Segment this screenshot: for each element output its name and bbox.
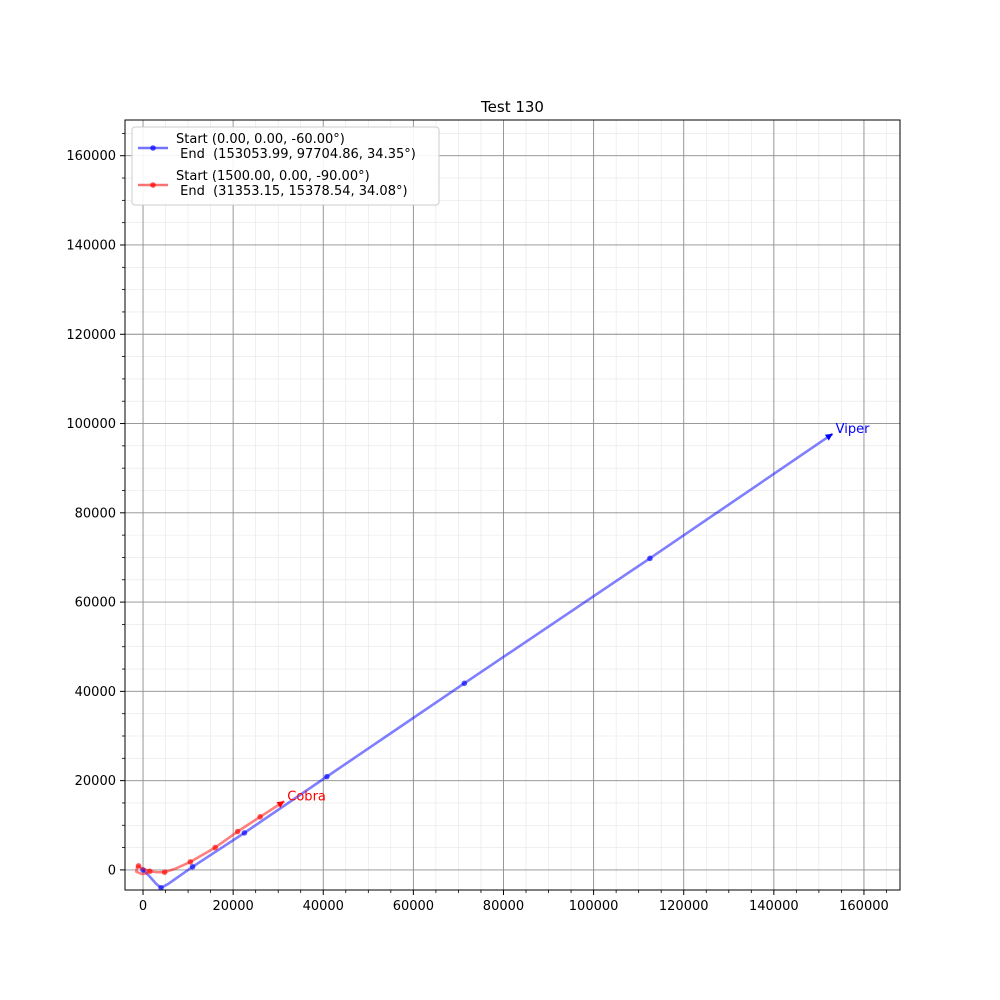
series-point xyxy=(461,680,468,687)
legend-label: Start (0.00, 0.00, -60.00°) xyxy=(176,132,345,147)
series-point xyxy=(187,859,194,865)
end-arrow xyxy=(276,801,285,808)
x-tick-label: 40000 xyxy=(303,899,344,914)
x-tick-label: 80000 xyxy=(483,899,524,914)
series-viper: Viper xyxy=(140,422,870,891)
y-tick-label: 20000 xyxy=(75,774,116,789)
legend-marker xyxy=(150,182,156,188)
y-tick-label: 120000 xyxy=(66,328,116,343)
x-tick-label: 0 xyxy=(139,899,147,914)
series-layer: Viper Cobra xyxy=(134,422,870,891)
axis-ticks: 0 20000 40000 60000 80000 100000 120000 140000 1… xyxy=(66,132,889,914)
chart-title: Test 130 xyxy=(480,98,544,116)
y-tick-label: 160000 xyxy=(66,149,116,164)
x-tick-label: 140000 xyxy=(749,899,799,914)
y-tick-label: 140000 xyxy=(66,238,116,253)
series-point xyxy=(234,828,241,835)
y-tick-label: 60000 xyxy=(75,596,116,611)
series-point xyxy=(241,830,248,836)
x-tick-label: 20000 xyxy=(212,899,253,914)
y-tick-label: 100000 xyxy=(66,417,116,432)
series-annotation: Viper xyxy=(836,422,870,437)
legend: Start (0.00, 0.00, -60.00°) End (153053.… xyxy=(131,126,440,206)
series-annotation: Cobra xyxy=(287,789,326,804)
series-point xyxy=(324,773,330,780)
series-point xyxy=(135,863,142,869)
series-point xyxy=(158,884,164,891)
legend-label: Start (1500.00, 0.00, -90.00°) xyxy=(176,169,370,184)
series-cobra: Cobra xyxy=(134,789,326,876)
x-tick-label: 60000 xyxy=(393,899,434,914)
x-tick-label: 100000 xyxy=(569,899,619,914)
minor-grid xyxy=(125,120,900,890)
series-point xyxy=(647,555,653,562)
end-arrow xyxy=(824,433,833,441)
series-point xyxy=(161,869,168,875)
legend-entry: Start (0.00, 0.00, -60.00°) End (153053.… xyxy=(138,132,416,162)
series-point xyxy=(189,863,196,870)
legend-label: End (153053.99, 97704.86, 34.35°) xyxy=(176,147,416,162)
plot-frame xyxy=(124,119,901,891)
x-tick-label: 120000 xyxy=(659,899,709,914)
series-point xyxy=(146,868,153,875)
y-tick-label: 80000 xyxy=(75,506,116,521)
series-point xyxy=(212,844,218,851)
legend-label: End (31353.15, 15378.54, 34.08°) xyxy=(176,184,408,199)
legend-marker xyxy=(150,145,156,151)
legend-box xyxy=(131,126,440,206)
y-tick-label: 40000 xyxy=(75,685,116,700)
series-line xyxy=(134,800,285,876)
legend-entry: Start (1500.00, 0.00, -90.00°) End (3135… xyxy=(138,169,408,199)
x-tick-label: 160000 xyxy=(839,899,889,914)
y-tick-label: 0 xyxy=(108,863,116,878)
series-point xyxy=(257,813,263,820)
